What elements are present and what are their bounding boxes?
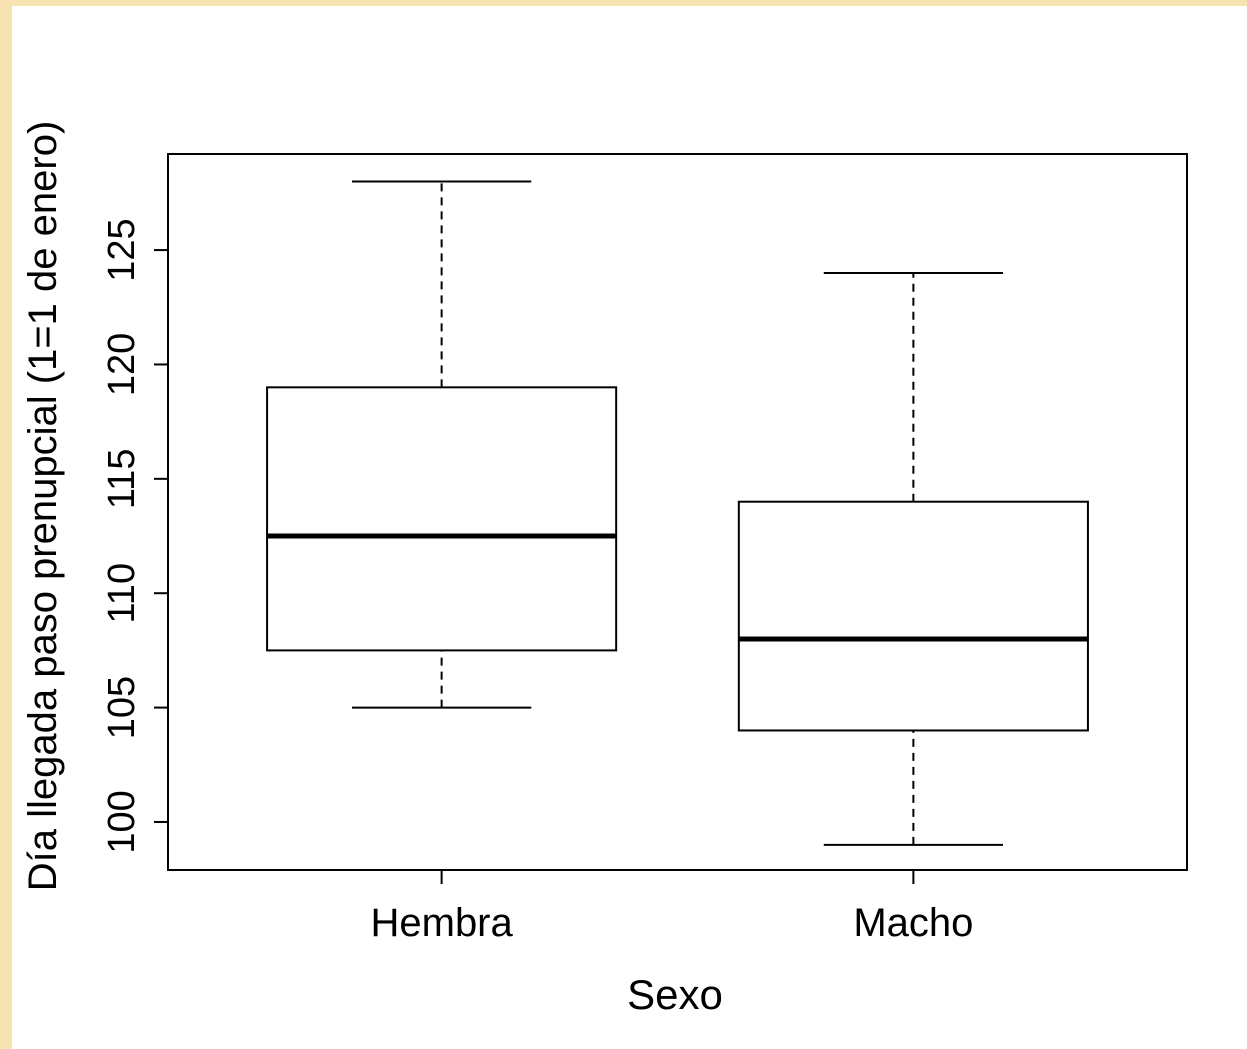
y-tick-label-100: 100 — [101, 790, 143, 853]
chart-frame: 100 105 110 115 120 125 Hembra Macho Sexo Día l… — [12, 6, 1247, 1049]
y-axis-label: Día llegada paso prenupcial (1=1 de ener… — [21, 121, 65, 892]
plot-area — [167, 153, 1188, 871]
y-tick-label-120: 120 — [101, 333, 143, 396]
box-hembra — [266, 386, 618, 652]
y-tick-label-110: 110 — [101, 563, 143, 624]
y-tick-label-105: 105 — [101, 676, 143, 739]
y-tick-label-115: 115 — [101, 449, 143, 510]
x-tick-label-macho: Macho — [853, 901, 973, 945]
boxplot-chart: 100 105 110 115 120 125 Hembra Macho Sexo Día l… — [21, 121, 1188, 1018]
y-tick-label-125: 125 — [101, 218, 143, 281]
x-axis-label: Sexo — [627, 971, 723, 1018]
x-tick-label-hembra: Hembra — [370, 901, 513, 945]
box-macho — [737, 500, 1089, 732]
